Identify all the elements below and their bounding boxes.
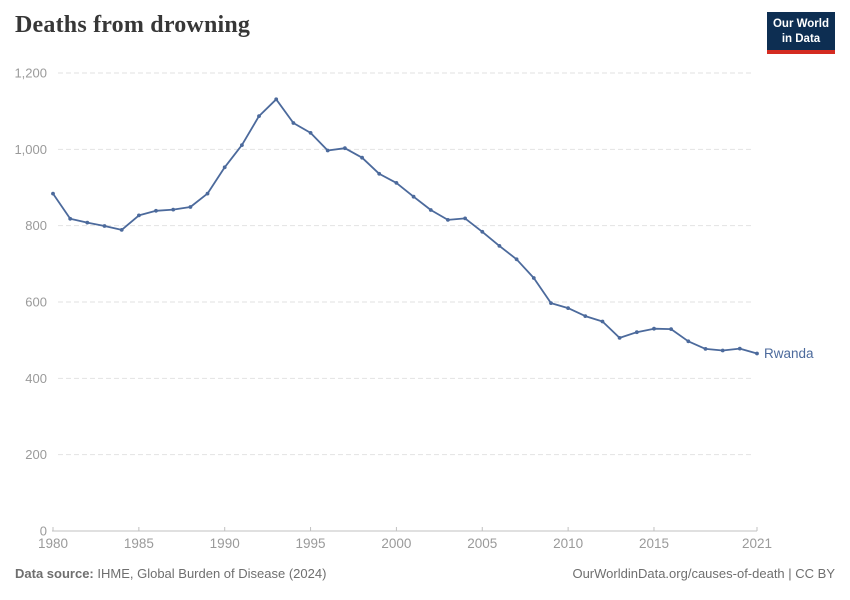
data-point[interactable]	[222, 165, 227, 170]
data-point[interactable]	[617, 336, 622, 340]
data-source-note: Data source: IHME, Global Burden of Dise…	[15, 566, 326, 581]
data-point[interactable]	[634, 330, 639, 335]
owid-logo-line2: in Data	[781, 32, 821, 45]
data-point[interactable]	[154, 208, 158, 213]
data-point[interactable]	[308, 131, 313, 135]
data-point[interactable]	[531, 276, 536, 280]
data-point[interactable]	[514, 257, 519, 262]
data-line[interactable]	[52, 98, 758, 355]
x-tick-label: 2005	[467, 536, 497, 551]
y-tick-label: 1,000	[14, 142, 47, 157]
data-point[interactable]	[737, 346, 742, 351]
data-point[interactable]	[377, 171, 382, 176]
data-point[interactable]	[480, 229, 485, 234]
data-point[interactable]	[291, 121, 296, 125]
x-tick-label: 1995	[296, 536, 326, 551]
y-tick-label: 800	[25, 218, 47, 233]
line-chart: 0 200 400 600 800 1,000 1,200 1980 1985 1990 1995 2…	[14, 66, 814, 552]
data-point[interactable]	[68, 216, 73, 221]
data-point[interactable]	[119, 228, 124, 232]
data-point[interactable]	[652, 326, 656, 331]
data-point[interactable]	[669, 327, 673, 331]
data-source-label: Data source:	[15, 566, 94, 581]
data-point[interactable]	[51, 191, 55, 196]
y-tick-label: 200	[25, 447, 47, 462]
data-point[interactable]	[583, 314, 588, 318]
data-point[interactable]	[703, 347, 708, 351]
data-point[interactable]	[325, 148, 330, 153]
data-point[interactable]	[343, 146, 347, 151]
data-point[interactable]	[720, 348, 725, 353]
y-tick-label: 1,200	[14, 66, 47, 81]
footer-citation-link[interactable]: OurWorldinData.org/causes-of-death | CC …	[572, 566, 835, 581]
chart-title: Deaths from drowning	[15, 12, 251, 38]
data-source-text: IHME, Global Burden of Disease (2024)	[93, 566, 327, 581]
data-point[interactable]	[497, 244, 502, 248]
chart-footer: Data source: IHME, Global Burden of Dise…	[0, 566, 850, 581]
y-tick-label: 400	[25, 371, 47, 386]
data-point[interactable]	[205, 191, 210, 196]
data-point[interactable]	[411, 194, 416, 199]
data-point[interactable]	[755, 351, 759, 356]
data-point[interactable]	[394, 181, 399, 185]
x-tick-label: 2015	[639, 536, 669, 551]
data-point[interactable]	[566, 306, 570, 310]
data-point[interactable]	[428, 208, 433, 212]
x-tick-label: 2000	[381, 536, 411, 551]
y-tick-label: 0	[40, 524, 47, 539]
data-point[interactable]	[600, 319, 605, 324]
data-point[interactable]	[171, 207, 176, 212]
data-point[interactable]	[102, 224, 107, 228]
data-point[interactable]	[463, 216, 467, 221]
data-point[interactable]	[137, 213, 141, 218]
data-point[interactable]	[85, 220, 90, 225]
data-point[interactable]	[360, 155, 364, 160]
x-tick-label: 1985	[124, 536, 154, 551]
x-tick-label: 1980	[38, 536, 68, 551]
x-tick-label: 2010	[553, 536, 583, 551]
data-point[interactable]	[274, 97, 279, 102]
owid-logo-line1: Our World	[772, 18, 829, 30]
x-tick-label: 2021	[742, 536, 772, 551]
x-tick-label: 1990	[210, 536, 240, 551]
owid-logo[interactable]: Our World in Data	[767, 12, 835, 55]
y-tick-label: 600	[25, 295, 47, 310]
data-point[interactable]	[257, 114, 261, 118]
data-point[interactable]	[188, 205, 193, 209]
data-point[interactable]	[240, 143, 244, 148]
series-end-label: Rwanda	[764, 346, 814, 361]
data-point[interactable]	[549, 301, 553, 305]
data-point[interactable]	[686, 339, 691, 344]
data-point[interactable]	[446, 218, 450, 222]
